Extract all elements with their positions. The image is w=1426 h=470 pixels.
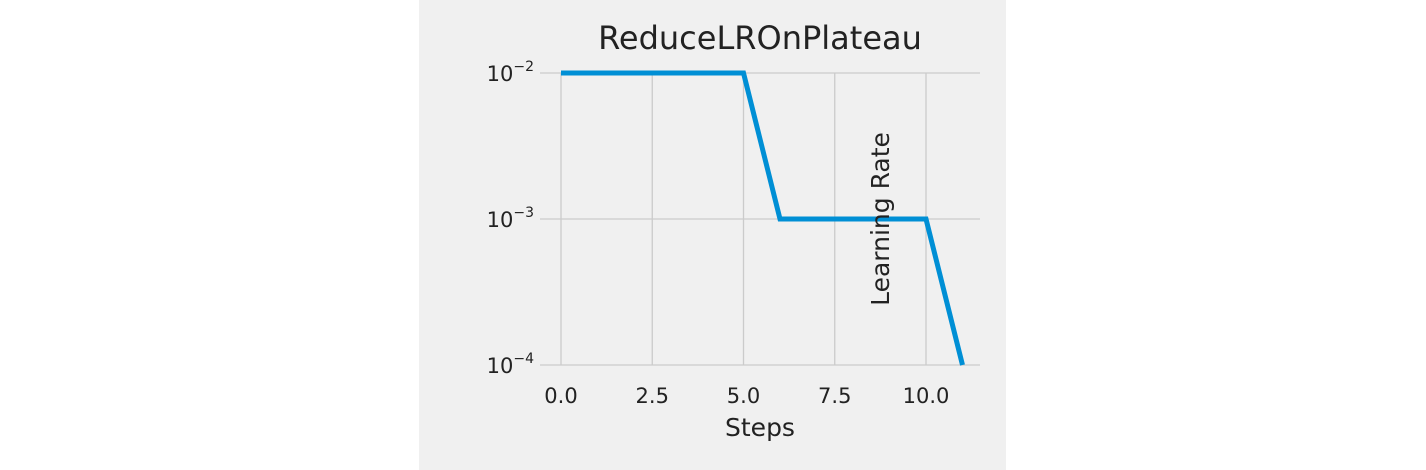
x-tick-label-3: 7.5 xyxy=(818,384,851,408)
chart-title: ReduceLROnPlateau xyxy=(598,19,922,57)
y-tick-labels: 10−4 10−3 10−2 xyxy=(487,59,534,378)
x-tick-label-1: 2.5 xyxy=(636,384,669,408)
x-axis-title: Steps xyxy=(725,413,795,442)
y-tick-label-1: 10−3 xyxy=(487,205,534,232)
y-axis-title: Learning Rate xyxy=(866,132,895,306)
y-tick-label-2: 10−2 xyxy=(487,59,534,86)
series-layer xyxy=(561,70,965,366)
x-tick-label-4: 10.0 xyxy=(903,384,950,408)
chart-figure: 0.0 2.5 5.0 7.5 10.0 10−4 10−3 10−2 ReduceLROn… xyxy=(419,0,1006,470)
x-tick-label-2: 5.0 xyxy=(727,384,760,408)
y-tick-label-0: 10−4 xyxy=(487,351,534,378)
x-tick-label-0: 0.0 xyxy=(544,384,577,408)
x-tick-labels: 0.0 2.5 5.0 7.5 10.0 xyxy=(544,384,949,408)
series-line-0 xyxy=(561,70,965,366)
chart-svg: 0.0 2.5 5.0 7.5 10.0 10−4 10−3 10−2 ReduceLROn… xyxy=(487,19,980,442)
